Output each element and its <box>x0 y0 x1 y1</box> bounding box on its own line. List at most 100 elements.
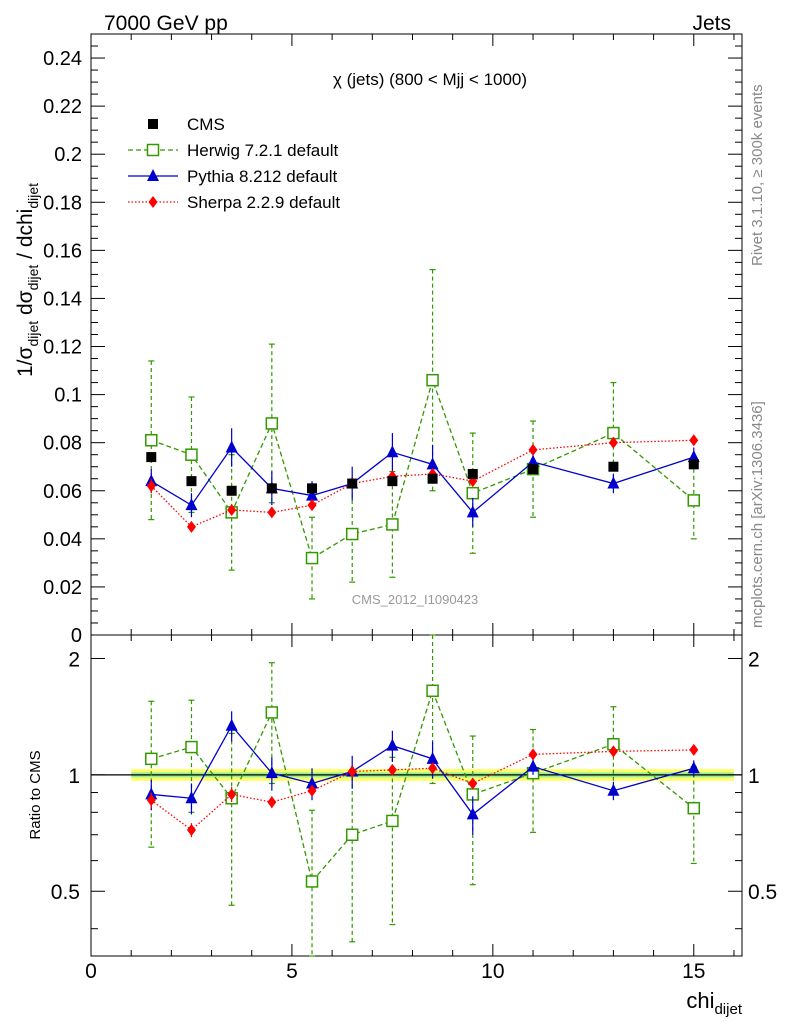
main-panel: 0 0.02 0.04 0.06 0.08 0.1 0.12 0.14 0.16 0.18 0.2 0… <box>43 33 743 647</box>
ratio-point-pythia <box>225 718 238 731</box>
ratio-point-herwig <box>305 875 319 888</box>
y-tick-label: 0.2 <box>54 144 82 166</box>
data-point-cms <box>266 483 277 494</box>
data-point-sherpa <box>227 503 237 516</box>
ratio-series-layer <box>145 634 701 957</box>
y-tick-label: 0.02 <box>43 577 82 599</box>
x-axis-label: chidijet <box>686 988 742 1018</box>
y-tick-label: 0.14 <box>43 288 82 310</box>
ratio-point-herwig <box>145 752 158 766</box>
data-point-herwig <box>265 417 279 430</box>
data-point-pythia <box>306 488 319 501</box>
ratio-axis-ticks: 0.5 0.5 1 1 2 2 <box>51 635 777 956</box>
legend-marker <box>147 169 159 181</box>
data-point-cms <box>226 485 237 496</box>
data-point-herwig <box>426 373 439 387</box>
ratio-point-sherpa <box>347 765 357 778</box>
ratio-y-tick-label: 0.5 <box>51 881 80 904</box>
data-point-sherpa <box>186 520 196 533</box>
ratio-y-tick-label-right: 2 <box>748 648 760 671</box>
y-tick-label: 0.22 <box>43 96 82 118</box>
y-tick-label: 0.16 <box>43 240 82 262</box>
ratio-point-herwig <box>345 828 359 841</box>
data-point-herwig <box>345 527 359 541</box>
series-pythia <box>145 428 700 527</box>
y-tick-label: 0.24 <box>43 48 82 70</box>
ratio-point-herwig <box>185 740 198 754</box>
ratio-point-sherpa <box>387 763 397 776</box>
x-tick-label: 5 <box>286 960 298 983</box>
legend: CMS Herwig 7.2.1 default Pythia 8.212 defa… <box>128 115 340 212</box>
y-tick-label: 0.18 <box>43 192 82 214</box>
legend-marker <box>148 119 158 129</box>
legend-label: Sherpa 2.2.9 default <box>187 193 340 212</box>
ratio-y-axis-label: Ratio to CMS <box>27 750 44 839</box>
ratio-point-pythia <box>426 751 439 764</box>
ratio-y-tick-label-right: 0.5 <box>748 881 777 904</box>
svg-text:1/σdijet dσdijet / dchidijet: 1/σdijet dσdijet / dchidijet <box>14 183 41 377</box>
data-point-cms <box>427 473 438 484</box>
ratio-point-sherpa <box>428 762 438 775</box>
ratio-point-sherpa <box>307 784 317 797</box>
ratio-uncertainty-band <box>91 769 742 781</box>
data-point-pythia <box>466 505 479 518</box>
series-line-sherpa <box>150 439 694 528</box>
data-point-pythia <box>185 498 198 511</box>
x-tick-label: 10 <box>481 960 504 983</box>
ratio-point-pythia <box>466 807 479 820</box>
ratio-point-pythia <box>687 761 700 774</box>
data-point-pythia <box>386 445 399 458</box>
collider-label: 7000 GeV pp <box>104 12 228 35</box>
ratio-point-sherpa <box>528 748 538 761</box>
series-line-herwig <box>151 378 695 560</box>
legend-item-herwig: Herwig 7.2.1 default <box>128 141 338 160</box>
ratio-point-sherpa <box>608 745 618 758</box>
x-tick-labels: 0 5 10 15 <box>85 960 705 983</box>
legend-label: CMS <box>187 115 225 134</box>
data-point-cms <box>467 468 478 479</box>
y-tick-label: 0.06 <box>43 481 82 503</box>
data-point-cms <box>186 476 197 487</box>
ratio-point-sherpa <box>468 777 478 790</box>
data-point-pythia <box>426 457 439 470</box>
data-point-sherpa <box>608 436 618 449</box>
ratio-point-pythia <box>306 776 319 789</box>
ratio-point-herwig <box>386 814 399 828</box>
legend-label: Pythia 8.212 default <box>187 167 338 186</box>
analysis-watermark: CMS_2012_I1090423 <box>352 592 479 607</box>
ratio-point-sherpa <box>267 796 277 809</box>
x-tick-label: 15 <box>682 960 705 983</box>
data-point-cms <box>387 476 398 487</box>
data-point-herwig <box>386 518 399 531</box>
y-tick-label: 0 <box>71 625 82 647</box>
ratio-point-pythia <box>265 766 278 779</box>
data-point-herwig <box>687 494 701 507</box>
ratio-line-pythia <box>151 724 694 816</box>
observable-group-label: Jets <box>692 12 731 35</box>
ratio-point-herwig <box>426 684 439 698</box>
data-point-cms <box>608 461 619 472</box>
x-tick-label: 0 <box>85 960 97 983</box>
y-tick-label: 0.04 <box>43 529 82 551</box>
chart-title: χ (jets) (800 < Mjj < 1000) <box>333 70 527 89</box>
legend-label: Herwig 7.2.1 default <box>187 141 338 160</box>
data-point-cms <box>528 464 539 475</box>
y-tick-label: 0.1 <box>54 385 82 407</box>
y-tick-label: 0.08 <box>43 433 82 455</box>
ratio-point-pythia <box>386 738 399 751</box>
ratio-point-sherpa <box>689 743 699 756</box>
ratio-y-tick-label: 2 <box>68 648 80 671</box>
series-herwig <box>145 268 701 600</box>
data-point-herwig <box>466 486 480 500</box>
data-point-cms <box>347 478 358 489</box>
ratio-point-herwig <box>265 706 279 719</box>
ratio-panel: 0.5 0.5 1 1 2 2 <box>51 634 777 957</box>
data-point-cms <box>146 452 157 463</box>
legend-marker <box>148 196 158 208</box>
main-series-layer <box>145 268 701 600</box>
data-point-sherpa <box>267 506 277 519</box>
ratio-y-tick-label-right: 1 <box>748 765 760 788</box>
data-point-herwig <box>305 551 319 565</box>
y-tick-label: 0.12 <box>43 337 82 359</box>
